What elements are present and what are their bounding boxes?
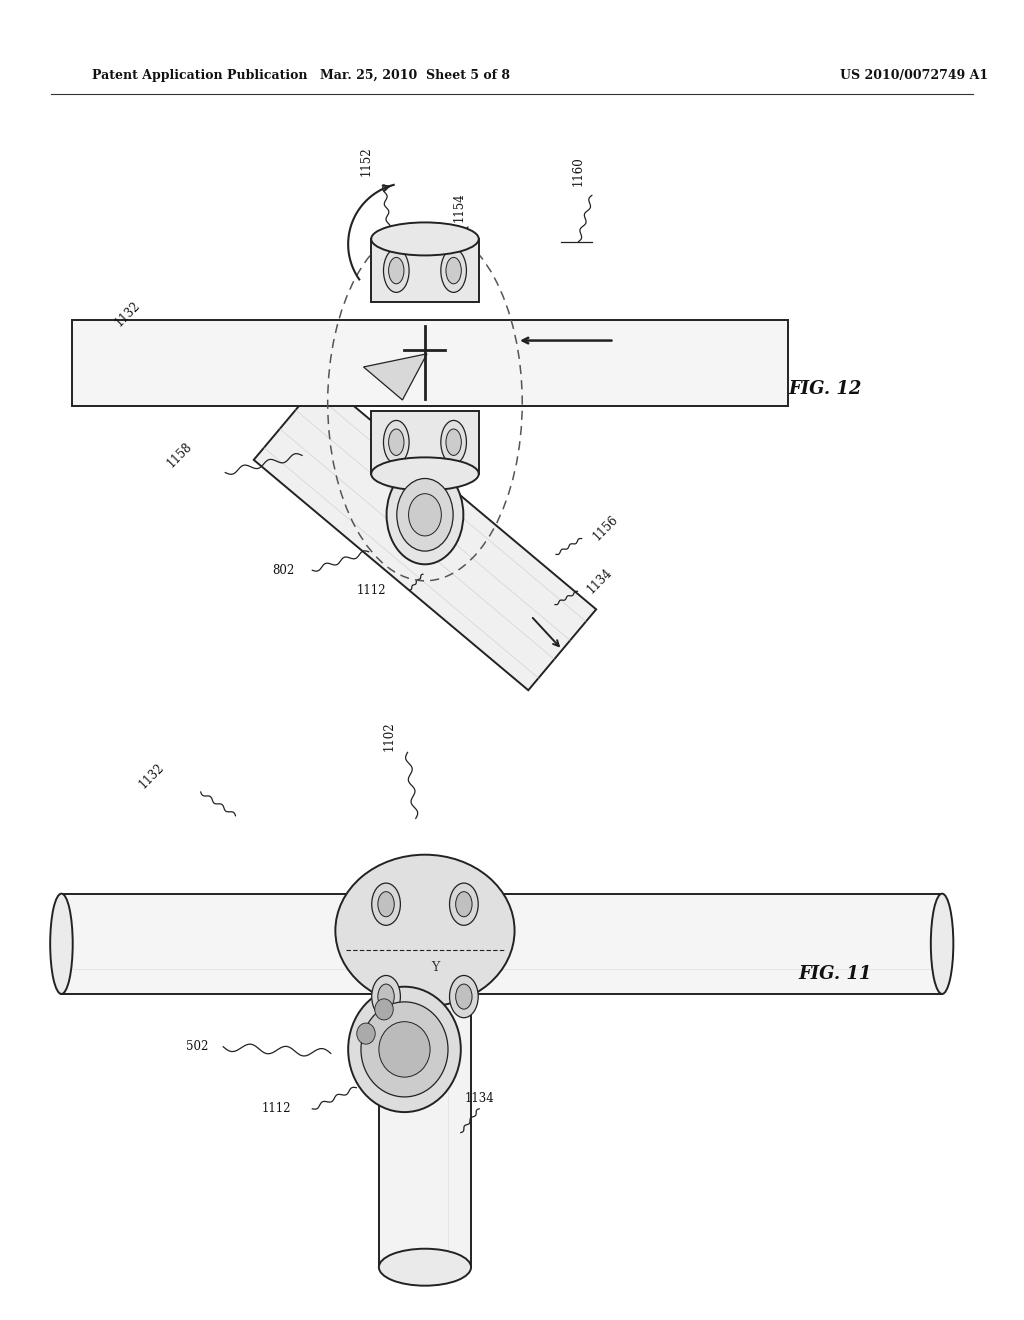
Bar xyxy=(371,411,478,474)
Ellipse shape xyxy=(446,257,461,284)
Ellipse shape xyxy=(348,986,461,1111)
Text: 1158: 1158 xyxy=(164,441,195,470)
Ellipse shape xyxy=(440,248,467,292)
Ellipse shape xyxy=(372,975,400,1018)
Ellipse shape xyxy=(336,855,514,1006)
Ellipse shape xyxy=(409,494,441,536)
Ellipse shape xyxy=(446,429,461,455)
Ellipse shape xyxy=(371,458,478,491)
Text: 102: 102 xyxy=(434,1026,457,1039)
Ellipse shape xyxy=(379,1249,471,1286)
Text: 802: 802 xyxy=(272,564,295,577)
Text: 1160: 1160 xyxy=(572,157,585,186)
Text: 1132: 1132 xyxy=(113,300,143,329)
Ellipse shape xyxy=(388,429,403,455)
Bar xyxy=(371,239,478,302)
Polygon shape xyxy=(364,354,427,400)
Text: 1102: 1102 xyxy=(383,722,395,751)
Text: 1134: 1134 xyxy=(585,566,615,595)
Text: US 2010/0072749 A1: US 2010/0072749 A1 xyxy=(840,69,988,82)
Ellipse shape xyxy=(50,894,73,994)
Ellipse shape xyxy=(450,883,478,925)
Text: 1112: 1112 xyxy=(262,1102,291,1115)
Ellipse shape xyxy=(379,1022,430,1077)
Ellipse shape xyxy=(375,999,393,1020)
Ellipse shape xyxy=(372,883,400,925)
Text: 1112: 1112 xyxy=(357,583,386,597)
Text: FIG. 12: FIG. 12 xyxy=(788,380,862,399)
Ellipse shape xyxy=(388,257,403,284)
Bar xyxy=(72,321,788,407)
Text: Patent Application Publication: Patent Application Publication xyxy=(92,69,307,82)
Ellipse shape xyxy=(931,894,953,994)
Ellipse shape xyxy=(383,420,409,465)
Text: Mar. 25, 2010  Sheet 5 of 8: Mar. 25, 2010 Sheet 5 of 8 xyxy=(319,69,510,82)
Ellipse shape xyxy=(378,983,394,1008)
Ellipse shape xyxy=(371,223,478,256)
Ellipse shape xyxy=(378,892,394,916)
Text: 502: 502 xyxy=(186,1040,209,1053)
Ellipse shape xyxy=(450,975,478,1018)
Ellipse shape xyxy=(383,248,409,292)
Ellipse shape xyxy=(360,1002,447,1097)
Ellipse shape xyxy=(387,466,463,565)
Text: Y: Y xyxy=(431,961,439,974)
Text: 1156: 1156 xyxy=(590,513,621,543)
Text: FIG. 11: FIG. 11 xyxy=(799,965,872,983)
Ellipse shape xyxy=(456,892,472,916)
Polygon shape xyxy=(254,379,596,690)
Ellipse shape xyxy=(379,975,471,999)
Ellipse shape xyxy=(456,983,472,1008)
Text: 1134: 1134 xyxy=(464,1092,495,1105)
Ellipse shape xyxy=(356,1023,375,1044)
Ellipse shape xyxy=(440,420,467,465)
Bar xyxy=(61,894,942,994)
Text: 1154: 1154 xyxy=(453,193,465,222)
Bar xyxy=(379,987,471,1267)
Text: 1152: 1152 xyxy=(360,147,373,176)
Ellipse shape xyxy=(396,479,453,552)
Text: 1132: 1132 xyxy=(136,762,167,791)
